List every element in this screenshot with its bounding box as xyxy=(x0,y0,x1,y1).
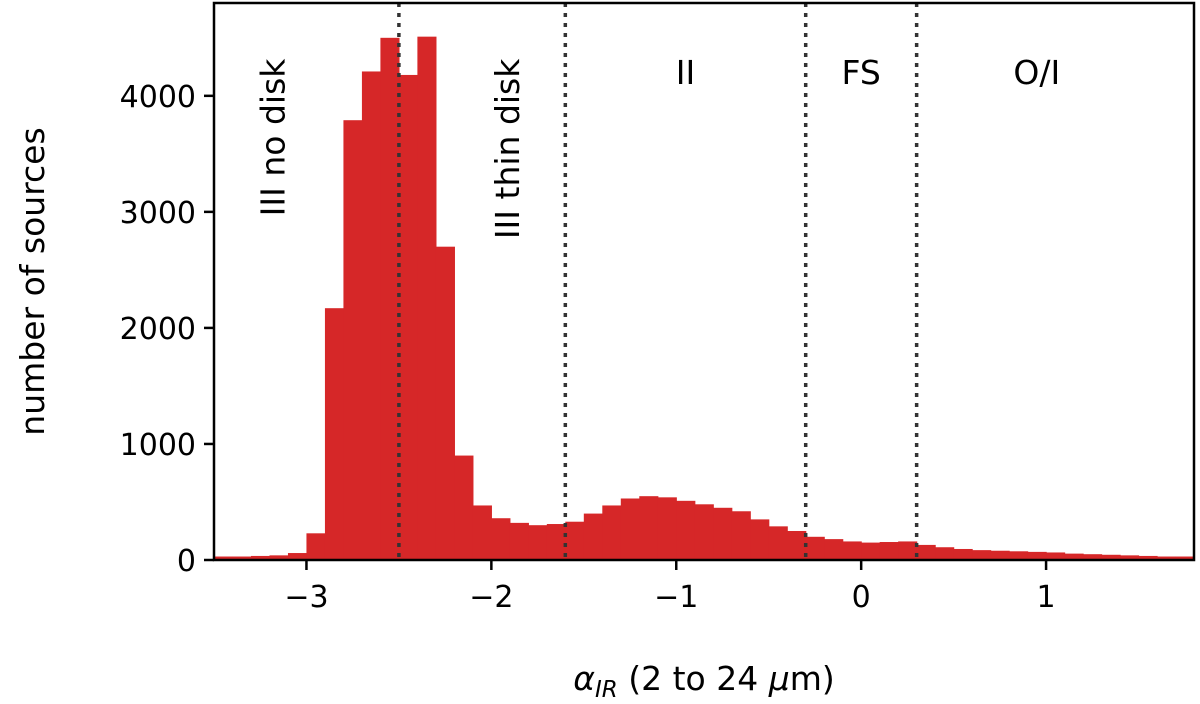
x-tick-label: 1 xyxy=(1037,580,1056,615)
histogram-bar xyxy=(935,547,955,560)
histogram-bar xyxy=(361,71,382,560)
histogram-bar xyxy=(639,496,659,560)
x-tick-label: −3 xyxy=(284,580,328,615)
histogram-bar xyxy=(824,539,844,560)
x-axis-label-subscript: IR xyxy=(595,677,618,703)
class-region-label: II xyxy=(676,53,695,92)
histogram-bar xyxy=(324,308,345,560)
histogram-bar xyxy=(435,246,455,560)
histogram-bar xyxy=(787,530,807,560)
plot-frame xyxy=(212,1,1196,562)
histogram-bar xyxy=(1157,556,1177,560)
class-boundaries xyxy=(397,3,919,560)
histogram-bar xyxy=(694,504,714,560)
histogram-bar xyxy=(417,36,437,560)
histogram-bar xyxy=(528,525,548,560)
y-axis-label: number of sources xyxy=(13,127,52,435)
x-axis-label-range: (2 to 24 xyxy=(618,659,769,698)
histogram-bar xyxy=(898,541,918,560)
y-tick-label: 1000 xyxy=(120,428,196,463)
class-region-labels: III no disk III thin disk II FS O/I xyxy=(253,53,1060,239)
histogram-bars xyxy=(214,36,1195,560)
y-axis-ticks: 0 1000 2000 3000 4000 xyxy=(120,80,214,579)
histogram-bar xyxy=(713,507,733,560)
histogram-bar xyxy=(509,522,529,560)
histogram-bar xyxy=(1120,555,1140,560)
histogram-bar xyxy=(768,526,788,560)
histogram-bar xyxy=(287,553,308,560)
histogram-bar xyxy=(232,556,252,560)
histogram-bar xyxy=(454,455,474,560)
class-region-label: FS xyxy=(841,53,880,92)
histogram-bar xyxy=(398,74,418,560)
histogram-bar xyxy=(1138,555,1158,560)
y-tick-label: 2000 xyxy=(120,312,196,347)
histogram-bar xyxy=(972,550,992,560)
histogram-bar xyxy=(250,555,271,560)
histogram-bar xyxy=(953,548,973,560)
histogram-bar xyxy=(491,518,511,560)
y-tick-label: 4000 xyxy=(120,80,196,115)
x-tick-label: −1 xyxy=(654,580,698,615)
histogram-bar xyxy=(805,536,825,560)
histogram-bar xyxy=(1175,556,1195,560)
histogram-bar xyxy=(842,541,862,560)
histogram-bar xyxy=(343,120,363,560)
histogram-bar xyxy=(620,498,640,560)
class-region-label: III no disk xyxy=(253,58,292,217)
class-region-label: III thin disk xyxy=(488,58,527,239)
x-axis-ticks: −3 −2 −1 0 1 xyxy=(284,560,1056,615)
histogram-bar xyxy=(602,505,622,560)
x-axis-label: αIR (2 to 24 μm) xyxy=(573,659,835,703)
histogram-bar xyxy=(306,533,326,560)
histogram-bar xyxy=(1064,553,1084,560)
histogram-bar xyxy=(546,524,566,560)
histogram-bar xyxy=(731,511,751,560)
histogram-bar xyxy=(269,555,289,560)
histogram-bar xyxy=(1009,551,1029,560)
histogram-bar xyxy=(565,521,585,560)
histogram-bar xyxy=(380,37,400,560)
histogram-bar xyxy=(879,542,899,560)
y-tick-label: 3000 xyxy=(120,196,196,231)
histogram-bar xyxy=(1027,551,1047,560)
histogram-bar xyxy=(1083,554,1103,560)
histogram-bar xyxy=(916,544,936,560)
histogram-bar xyxy=(676,500,696,560)
histogram-bar xyxy=(1046,552,1066,560)
x-axis-label-unit: m) xyxy=(790,659,835,698)
histogram-bar xyxy=(990,550,1010,560)
histogram-bar xyxy=(472,505,492,560)
histogram-bar xyxy=(657,497,677,560)
histogram-bar xyxy=(861,542,881,560)
x-tick-label: −2 xyxy=(469,580,513,615)
histogram-bar xyxy=(750,519,770,560)
class-region-label: O/I xyxy=(1013,53,1060,92)
x-tick-label: 0 xyxy=(852,580,871,615)
histogram-bar xyxy=(214,556,234,560)
x-axis-label-mu: μ xyxy=(768,659,790,698)
histogram-bar xyxy=(1101,554,1121,560)
x-axis-label-alpha: α xyxy=(573,659,595,698)
histogram-bar xyxy=(583,513,603,560)
y-tick-label: 0 xyxy=(177,544,196,579)
